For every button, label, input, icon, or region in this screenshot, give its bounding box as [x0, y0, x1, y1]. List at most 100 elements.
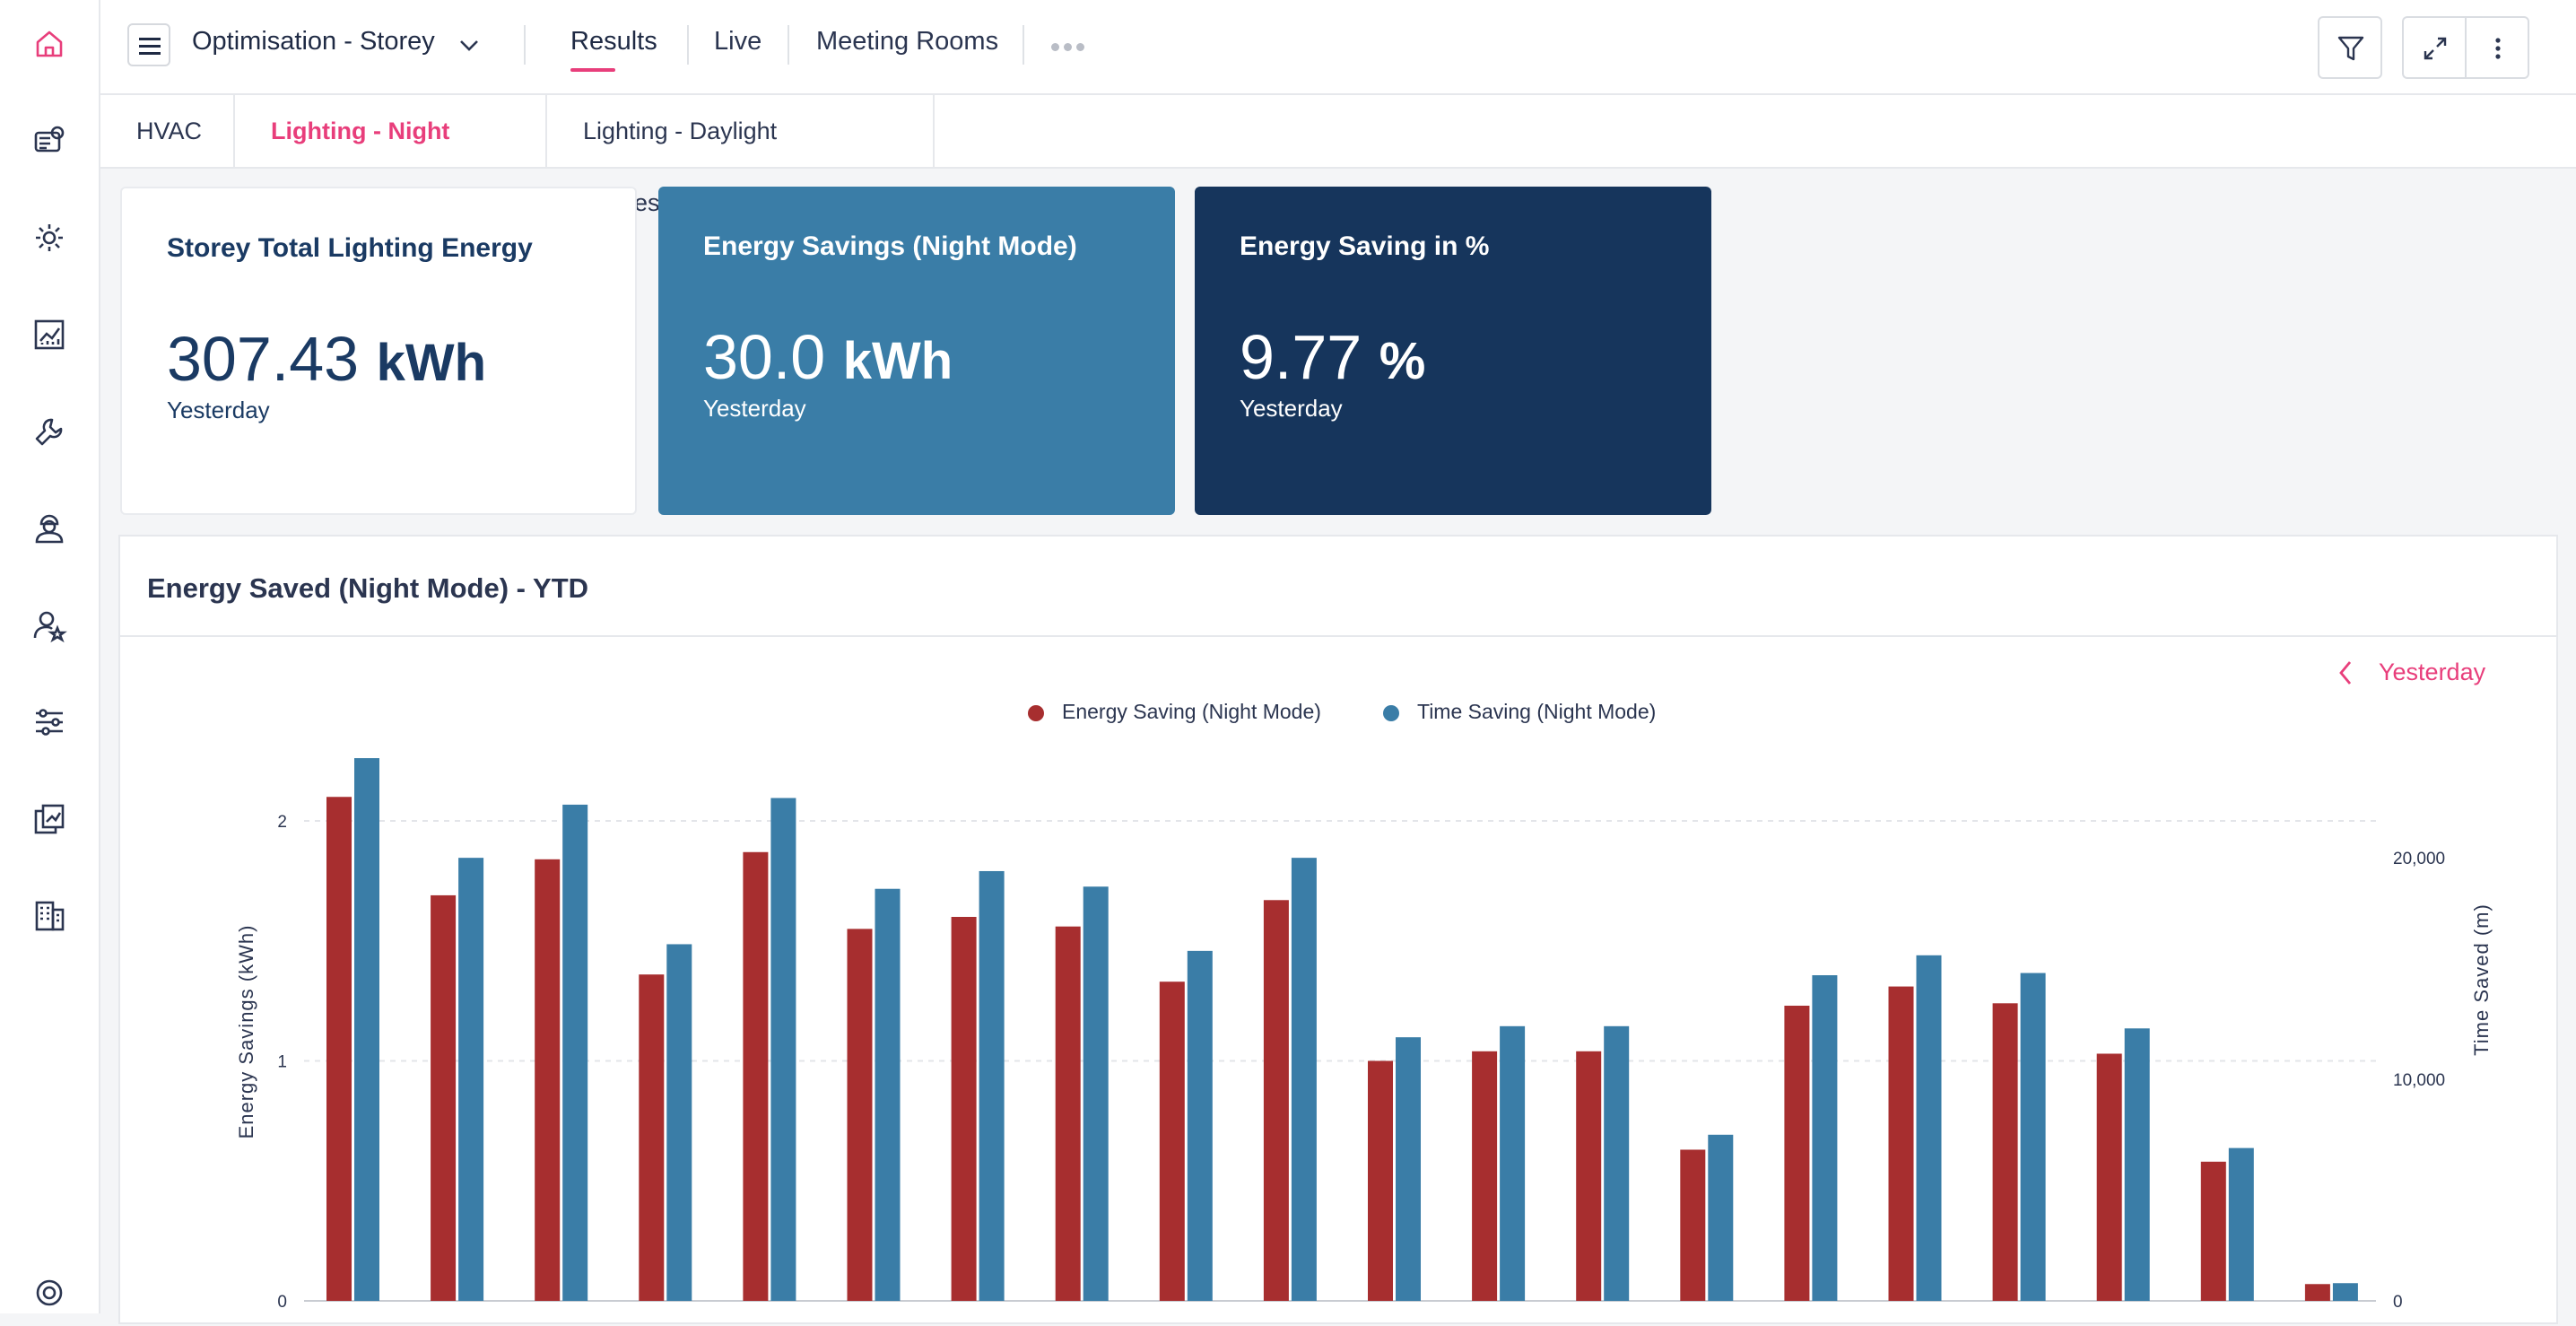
kpi-card-energy-savings: Energy Savings (Night Mode) 30.0 kWh Yes… [658, 187, 1175, 515]
divider [120, 635, 2556, 637]
kpi-period: Yesterday [1240, 395, 1343, 422]
bar-time-saving [1708, 1134, 1734, 1301]
reports-icon[interactable] [30, 800, 68, 838]
y-left-axis-label: Energy Savings (kWh) [235, 925, 257, 1139]
bar-energy-saving [2200, 1161, 2226, 1301]
expand-icon [2424, 37, 2447, 60]
divider [788, 25, 789, 65]
top-bar: Optimisation - Storey Results Live Meeti… [100, 0, 2576, 95]
y-left-tick-label: 1 [277, 1053, 287, 1072]
legend-label: Energy Saving (Night Mode) [1062, 700, 1321, 723]
bar-energy-saving [2096, 1053, 2122, 1301]
sub-tab-bar: HVAC Lighting - Night Mode Lighting - Da… [100, 95, 2576, 216]
divider [687, 25, 689, 65]
chart-panel: Energy Saved (Night Mode) - YTD Yesterda… [118, 535, 2558, 1324]
kpi-title: Energy Saving in % [1240, 231, 1490, 261]
bar-time-saving [1812, 975, 1838, 1301]
y-right-tick-label: 10,000 [2393, 1071, 2445, 1090]
legend-swatch [1383, 705, 1399, 721]
building-icon[interactable] [30, 897, 68, 935]
divider [524, 25, 526, 65]
bar-energy-saving [639, 974, 665, 1301]
bar-energy-saving [1472, 1051, 1498, 1301]
subtab-hvac[interactable]: HVAC [100, 95, 235, 167]
kpi-card-total-energy: Storey Total Lighting Energy 307.43 kWh … [120, 187, 637, 515]
bar-chart: 0 1 2 0 10,000 20,000 Energy Savings (kWh) Time… [235, 758, 2493, 1312]
bar-energy-saving [1784, 1005, 1810, 1301]
home-icon[interactable] [30, 25, 68, 63]
bar-energy-saving [2304, 1284, 2330, 1301]
technician-icon[interactable] [30, 510, 68, 547]
bar-energy-saving [1576, 1051, 1602, 1301]
chart-title: Energy Saved (Night Mode) - YTD [147, 572, 589, 604]
kpi-card-saving-percent: Energy Saving in % 9.77 % Yesterday [1195, 187, 1711, 515]
kpi-unit: kWh [376, 334, 486, 392]
more-options-button[interactable] [2465, 16, 2529, 79]
bar-energy-saving [1680, 1149, 1706, 1301]
bar-energy-saving [743, 851, 769, 1301]
bar-time-saving [354, 758, 379, 1301]
kpi-title: Storey Total Lighting Energy [167, 233, 533, 263]
bar-time-saving [1500, 1025, 1526, 1301]
subtab-lighting-daylight-harvesting[interactable]: Lighting - Daylight Harvesting [547, 95, 935, 216]
sliders-icon[interactable] [30, 703, 68, 741]
bar-time-saving [2124, 1028, 2150, 1301]
bar-time-saving [2020, 973, 2046, 1301]
bar-energy-saving [326, 797, 352, 1301]
kpi-number: 307.43 [167, 324, 360, 394]
bar-time-saving [1396, 1037, 1421, 1301]
date-label[interactable]: Yesterday [2379, 659, 2486, 685]
tab-meeting-rooms[interactable]: Meeting Rooms [816, 27, 999, 56]
menu-toggle-button[interactable] [127, 23, 170, 66]
y-right-tick-label: 20,000 [2393, 850, 2445, 868]
kpi-number: 9.77 [1240, 322, 1362, 392]
fullscreen-button[interactable] [2402, 16, 2467, 79]
analytics-chart-icon[interactable] [30, 316, 68, 353]
kpi-value: 307.43 kWh [167, 323, 486, 395]
bar-time-saving [1083, 886, 1109, 1301]
y-left-tick-label: 0 [277, 1293, 287, 1312]
bar-time-saving [770, 798, 796, 1301]
kpi-value: 30.0 kWh [703, 321, 953, 393]
bar-time-saving [1916, 955, 1942, 1301]
bar-time-saving [1604, 1025, 1630, 1301]
tab-results[interactable]: Results [570, 27, 657, 56]
bar-energy-saving [847, 929, 873, 1301]
bar-energy-saving [1159, 981, 1185, 1301]
bar-time-saving [562, 804, 588, 1301]
filter-button[interactable] [2318, 16, 2382, 79]
bar-energy-saving [1992, 1003, 2018, 1301]
bar-energy-saving [535, 859, 561, 1301]
y-right-axis-label: Time Saved (m) [2470, 903, 2493, 1056]
active-tab-indicator [570, 68, 615, 72]
kpi-unit: % [1379, 332, 1426, 390]
dashboard-title[interactable]: Optimisation - Storey [192, 27, 435, 56]
kpi-title: Energy Savings (Night Mode) [703, 231, 1077, 261]
system-settings-icon[interactable] [30, 1274, 68, 1312]
chevron-left-icon[interactable] [2334, 659, 2357, 687]
bar-time-saving [1291, 858, 1317, 1301]
bar-time-saving [2332, 1283, 2358, 1301]
bar-time-saving [666, 944, 692, 1301]
kpi-period: Yesterday [703, 395, 806, 422]
kebab-menu-icon [2495, 38, 2501, 59]
filter-icon [2337, 36, 2364, 61]
bar-energy-saving [951, 917, 977, 1301]
user-star-icon[interactable] [30, 606, 68, 644]
bar-energy-saving [1263, 900, 1289, 1301]
bar-time-saving [875, 888, 901, 1301]
settings-gear-icon[interactable] [30, 219, 68, 257]
meter-icon[interactable] [30, 122, 68, 160]
kpi-number: 30.0 [703, 322, 826, 392]
y-left-tick-label: 2 [277, 813, 287, 832]
wrench-icon[interactable] [30, 413, 68, 450]
subtab-lighting-night-mode[interactable]: Lighting - Night Mode [235, 95, 547, 216]
sidebar-nav [0, 0, 100, 1313]
chevron-down-icon[interactable] [456, 32, 483, 59]
y-right-tick-label: 0 [2393, 1293, 2403, 1312]
divider [1023, 25, 1024, 65]
bar-energy-saving [431, 894, 457, 1301]
tab-live[interactable]: Live [714, 27, 762, 56]
more-tabs-icon[interactable] [1051, 39, 1089, 56]
kpi-period: Yesterday [167, 397, 270, 423]
